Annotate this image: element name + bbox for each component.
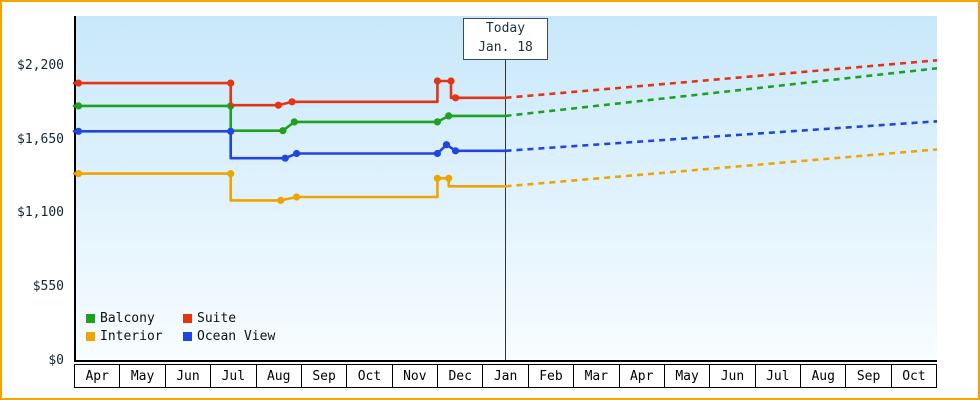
y-axis-tick-label: $550	[32, 279, 64, 295]
x-axis-month-label: Jul	[210, 364, 257, 388]
data-point-balcony	[279, 127, 287, 135]
data-point-ocean-view	[281, 154, 289, 162]
x-axis-month-label: Sep	[845, 364, 892, 388]
data-point-suite	[433, 77, 441, 85]
data-point-interior	[293, 193, 301, 201]
data-point-interior	[227, 170, 235, 178]
x-axis-month-label: Nov	[391, 364, 438, 388]
legend-item-interior: Interior	[86, 329, 183, 344]
data-point-interior	[277, 196, 285, 204]
data-point-interior	[433, 174, 441, 182]
x-axis-month-label: Jul	[754, 364, 801, 388]
data-point-balcony	[445, 112, 453, 120]
x-axis-month-label: Apr	[618, 364, 665, 388]
legend-swatch-interior	[86, 332, 95, 341]
series-forecast-ocean-view	[505, 120, 938, 153]
x-axis-month-label: Jun	[164, 364, 212, 388]
series-forecast-balcony	[505, 67, 938, 118]
today-marker-date: Jan. 18	[478, 40, 533, 55]
data-point-suite	[74, 79, 83, 87]
series-history-interior	[72, 172, 507, 202]
data-point-ocean-view	[293, 149, 301, 158]
data-point-suite	[447, 77, 455, 85]
legend-item-balcony: Balcony	[86, 311, 183, 326]
data-point-suite	[451, 94, 460, 102]
x-axis-month-label: Oct	[346, 364, 393, 388]
x-axis-month-label: Oct	[890, 364, 938, 388]
legend-label: Balcony	[100, 311, 155, 326]
x-axis-month-label: Aug	[800, 364, 847, 388]
legend-swatch-suite	[183, 314, 192, 323]
legend-swatch-ocean-view	[183, 332, 192, 341]
x-axis-month-label: Dec	[437, 364, 484, 388]
y-axis-tick-label: $1,100	[17, 205, 64, 221]
data-point-suite	[274, 101, 282, 109]
legend-item-suite: Suite	[183, 311, 275, 326]
data-point-balcony	[290, 118, 298, 126]
data-point-ocean-view	[433, 149, 441, 158]
y-axis-tick-label: $0	[48, 353, 64, 368]
x-axis: Apr May Jun Jul Aug Sep Oct Nov Dec Jan Feb Mar Apr M…	[74, 364, 938, 388]
y-axis-tick-label: $1,650	[17, 131, 64, 147]
plot-svg	[72, 16, 938, 362]
x-axis-month-label: Jun	[709, 364, 756, 388]
x-axis-month-label: Jan	[482, 364, 529, 388]
x-axis-month-label: May	[119, 364, 166, 388]
data-point-ocean-view	[227, 127, 235, 135]
legend-item-ocean-view: Ocean View	[183, 329, 275, 344]
x-axis-month-label: Mar	[573, 364, 620, 388]
series-forecast-interior	[505, 148, 938, 188]
data-point-suite	[227, 79, 235, 87]
legend-label: Ocean View	[197, 329, 276, 344]
legend-label: Suite	[197, 311, 237, 326]
series-history-balcony	[72, 104, 507, 132]
today-marker: Today Jan. 18	[463, 18, 548, 60]
x-axis-month-label: Aug	[255, 364, 302, 388]
today-marker-title: Today	[485, 21, 526, 37]
data-point-interior	[445, 174, 453, 182]
data-point-ocean-view	[442, 141, 451, 149]
series-forecast-suite	[505, 59, 938, 100]
series-history-suite	[72, 79, 507, 107]
x-axis-month-label: Feb	[527, 364, 575, 388]
x-axis-month-label: Sep	[300, 364, 348, 388]
data-point-ocean-view	[451, 147, 460, 155]
data-point-balcony	[74, 102, 83, 110]
data-point-balcony	[433, 118, 441, 126]
data-point-ocean-view	[74, 127, 83, 135]
x-axis-month-label: May	[663, 364, 711, 388]
legend-label: Interior	[100, 329, 163, 344]
data-point-suite	[288, 98, 296, 106]
x-axis-month-label: Apr	[74, 364, 121, 388]
y-axis-tick-label: $2,200	[17, 57, 64, 73]
legend: Balcony Suite Interior Ocean View	[86, 311, 275, 344]
legend-swatch-balcony	[86, 314, 95, 323]
data-point-interior	[74, 170, 83, 178]
